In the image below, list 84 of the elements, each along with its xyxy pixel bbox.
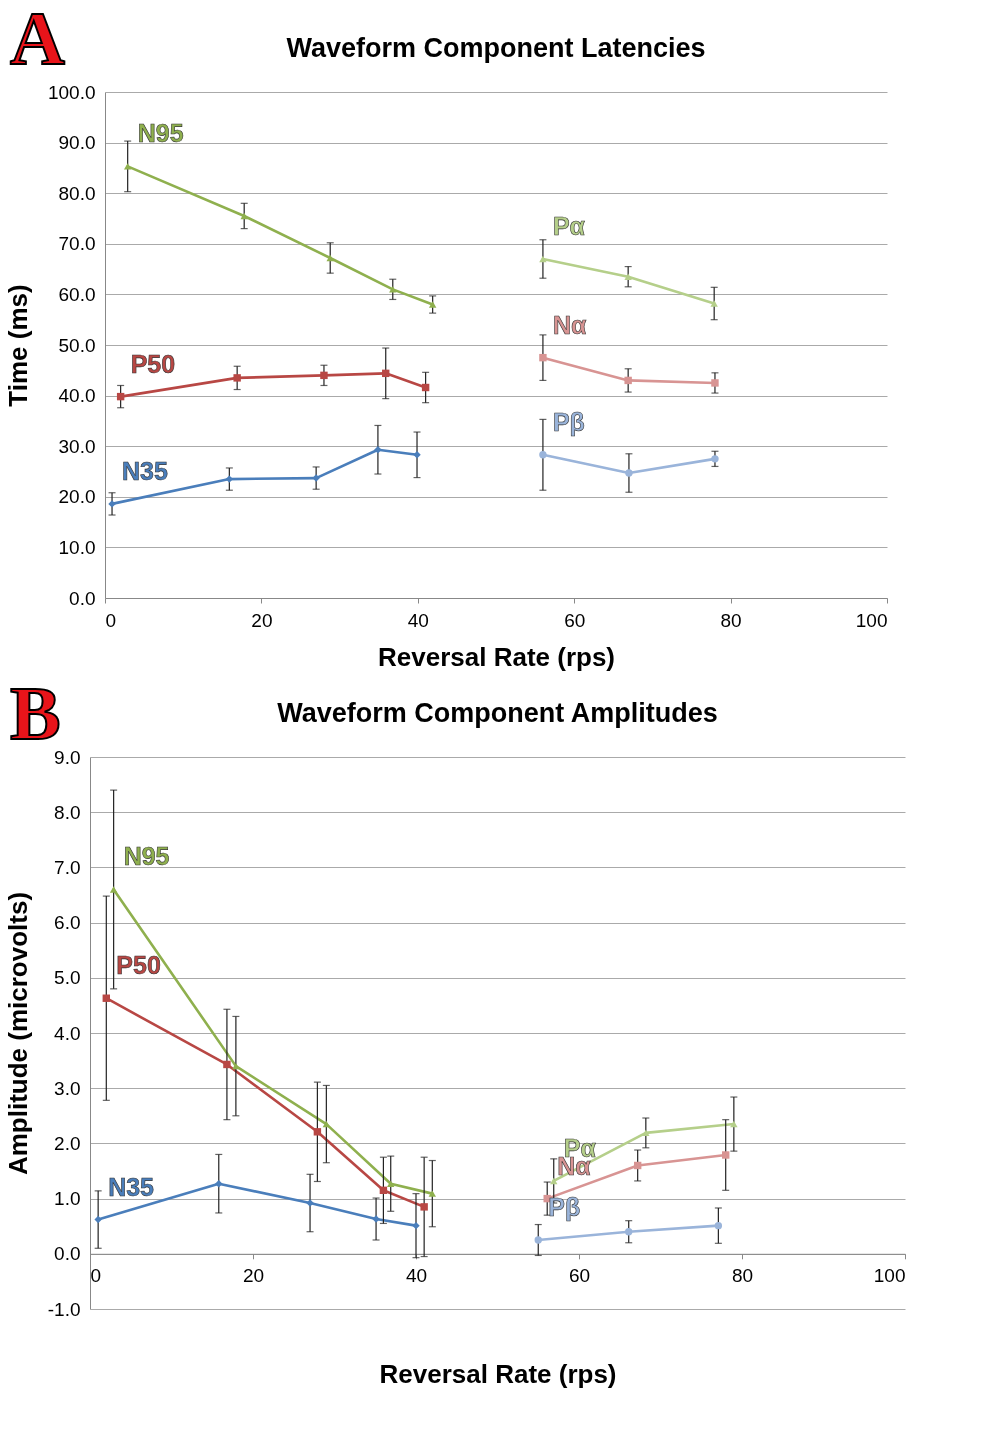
x-tick-label: 0 <box>90 1265 102 1287</box>
x-axis-title: Reversal Rate (rps) <box>378 641 615 672</box>
point <box>730 1120 738 1128</box>
chart-title: Waveform Component Latencies <box>286 33 706 63</box>
x-axis-title: Reversal Rate (rps) <box>379 1358 617 1389</box>
series-label: P50 <box>116 951 161 980</box>
point <box>420 1203 428 1211</box>
x-tick-label: 60 <box>568 1265 591 1287</box>
point <box>625 469 633 477</box>
series-label: N35 <box>108 1172 155 1201</box>
point <box>534 1236 542 1244</box>
y-tick-label: 50.0 <box>58 334 96 356</box>
y-tick-label: 80.0 <box>58 182 96 204</box>
y-tick-label: 5.0 <box>54 967 81 989</box>
point <box>711 379 719 387</box>
point <box>710 300 718 307</box>
y-tick-label: 40.0 <box>58 385 96 407</box>
point <box>240 212 248 220</box>
y-tick-label: 7.0 <box>54 856 81 878</box>
point <box>550 1177 558 1185</box>
y-axis-title: Amplitude (microvolts) <box>2 891 33 1176</box>
x-tick-label: 40 <box>405 1265 428 1287</box>
point <box>320 371 328 380</box>
point <box>215 1179 223 1188</box>
y-tick-label: 90.0 <box>58 132 96 154</box>
point <box>389 286 397 293</box>
y-tick-label: 20.0 <box>58 486 96 508</box>
series-label: N35 <box>122 456 168 485</box>
y-tick-label: 10.0 <box>58 536 96 558</box>
point <box>642 1129 650 1137</box>
text: A <box>10 0 65 80</box>
point <box>624 273 632 280</box>
series-label: Nα <box>552 310 587 339</box>
y-tick-label: 4.0 <box>54 1022 81 1044</box>
x-tick-label: 40 <box>407 609 429 631</box>
point <box>412 1221 420 1230</box>
y-tick-label: 6.0 <box>54 912 81 934</box>
y-tick-label: 100.0 <box>47 81 96 103</box>
point <box>322 1120 331 1128</box>
series-label: Pα <box>552 211 586 240</box>
point <box>625 1228 633 1236</box>
x-tick-label: 20 <box>251 609 273 631</box>
y-tick-label: -1.0 <box>47 1298 81 1320</box>
y-tick-label: 60.0 <box>58 283 96 305</box>
series-label: Pβ <box>548 1193 581 1221</box>
series-label: Pβ <box>552 407 585 436</box>
point <box>624 376 632 385</box>
point <box>223 1060 231 1069</box>
point <box>721 1151 730 1159</box>
point <box>714 1221 723 1230</box>
point <box>374 446 382 454</box>
x-tick-label: 80 <box>720 609 742 631</box>
point <box>387 1180 395 1187</box>
y-tick-label: 0.0 <box>54 1243 81 1265</box>
series-label: P50 <box>130 349 176 378</box>
point <box>94 1215 102 1224</box>
point <box>428 1190 437 1197</box>
point <box>109 886 118 893</box>
y-tick-label: 30.0 <box>58 435 96 457</box>
y-tick-label: 3.0 <box>54 1077 81 1099</box>
point <box>313 1128 322 1136</box>
y-tick-label: 0.0 <box>69 587 96 609</box>
point <box>428 301 437 308</box>
x-tick-label: 0 <box>105 609 117 631</box>
y-tick-label: 2.0 <box>54 1132 81 1154</box>
point <box>123 163 132 170</box>
x-tick-label: 100 <box>873 1265 906 1287</box>
series-label: N95 <box>137 119 184 148</box>
point <box>233 374 241 382</box>
point <box>539 255 547 263</box>
series-label: N95 <box>123 842 170 871</box>
point <box>326 254 334 262</box>
point <box>539 451 547 459</box>
x-tick-label: 100 <box>855 609 888 631</box>
chart-title: Waveform Component Amplitudes <box>277 698 718 728</box>
y-tick-label: 8.0 <box>54 801 81 823</box>
y-tick-label: 70.0 <box>58 233 96 255</box>
x-tick-label: 80 <box>731 1265 754 1287</box>
x-tick-label: 60 <box>564 609 586 631</box>
y-axis-title: Time (ms) <box>2 284 33 407</box>
y-tick-label: 1.0 <box>54 1188 81 1210</box>
x-tick-label: 20 <box>242 1265 265 1287</box>
point <box>711 455 719 463</box>
point <box>539 353 547 362</box>
